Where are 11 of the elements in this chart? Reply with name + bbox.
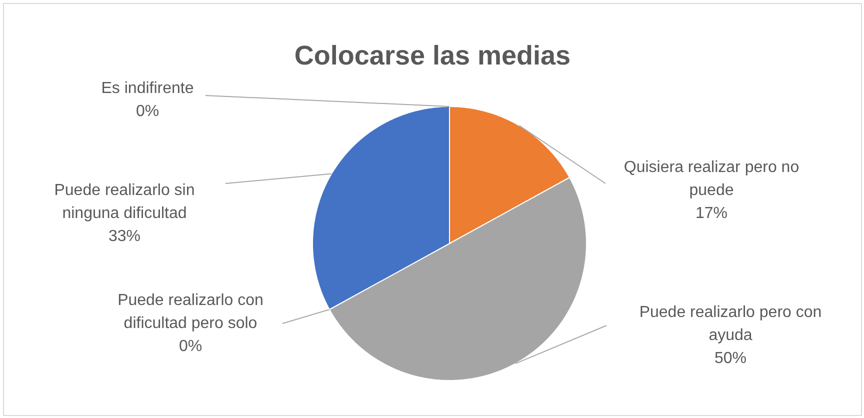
text: 0% (136, 103, 160, 120)
slice-label: Puede realizarlo sin ninguna dificultad (54, 182, 195, 222)
data-label: 33% (108, 228, 141, 245)
category-label: Es indifirente (101, 80, 194, 97)
legend-label: Puede realizarlo con dificultad pero solo (118, 292, 264, 332)
chart-title: Colocarse las medias (294, 40, 571, 70)
slice-label: Puede realizarlo pero con ayuda (639, 304, 822, 344)
slice-label: Quisiera realizar pero no puede (624, 159, 800, 199)
data-label: 17% (695, 205, 728, 222)
text: 0% (178, 338, 202, 355)
data-label: 50% (714, 350, 747, 367)
